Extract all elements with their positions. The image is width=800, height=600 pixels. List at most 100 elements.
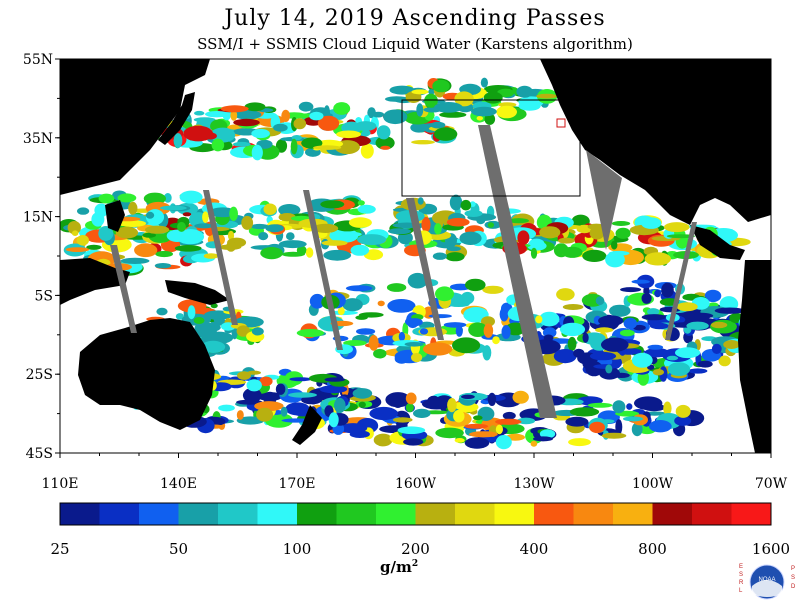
- cloud-blob: [416, 103, 424, 117]
- cloud-blob: [187, 305, 196, 320]
- page-title: July 14, 2019 Ascending Passes: [224, 6, 606, 31]
- cloud-blob: [260, 247, 283, 260]
- colorbar-swatch: [415, 503, 456, 525]
- cloud-blob: [631, 422, 643, 437]
- pass-gap-1: [110, 245, 137, 333]
- cloud-blob: [435, 286, 454, 302]
- cloud-blob: [601, 337, 629, 352]
- colorbar-swatch: [494, 503, 535, 525]
- cloud-blob: [371, 111, 385, 118]
- cloud-blob: [623, 317, 637, 330]
- lat-label: 55N: [23, 52, 53, 68]
- cloud-blob: [434, 127, 458, 141]
- colorbar: 25 50 100 200 400 800 1600: [50, 502, 790, 558]
- cloud-blob: [275, 383, 286, 395]
- cloud-blob: [675, 347, 701, 359]
- cloud-blob: [386, 283, 407, 292]
- cloud-blob: [428, 314, 452, 319]
- cloud-blob: [373, 433, 393, 447]
- cloud-blob: [67, 221, 82, 235]
- cloud-blob: [465, 278, 486, 292]
- cloud-blob: [649, 322, 669, 330]
- cloud-blob: [595, 296, 605, 306]
- cloud-blob: [612, 400, 626, 414]
- colorbar-label: 200: [401, 540, 430, 558]
- cloud-blob: [356, 328, 376, 335]
- cloud-blob: [407, 272, 428, 289]
- colorbar-label: 25: [50, 540, 69, 558]
- pass-gap-2: [203, 190, 238, 325]
- cloud-blob: [605, 364, 613, 374]
- cloud-blob: [280, 406, 288, 417]
- cloud-blob: [218, 404, 235, 412]
- cloud-blob: [428, 89, 435, 95]
- lat-label: 25S: [26, 367, 53, 383]
- region-marker: [556, 118, 566, 128]
- cloud-blob: [375, 136, 395, 150]
- cloud-blob: [232, 141, 251, 147]
- cloud-blob: [345, 285, 373, 292]
- cloud-blob: [156, 307, 168, 316]
- cloud-blob: [674, 415, 692, 426]
- cloud-blob: [256, 407, 274, 422]
- cloud-blob: [98, 226, 114, 241]
- cloud-blob: [666, 355, 679, 361]
- cloud-blob: [539, 311, 560, 327]
- cloud-blob: [286, 232, 295, 241]
- logo-letter: D: [791, 584, 796, 590]
- cloud-blob: [589, 351, 617, 361]
- cloud-blob: [539, 429, 556, 439]
- colorbar-unit: g/m2: [380, 558, 418, 576]
- cloud-blob: [134, 243, 158, 258]
- cloud-blob: [667, 362, 691, 376]
- cloud-blob: [666, 234, 696, 239]
- cloud-blob: [476, 116, 483, 121]
- cloud-blob: [258, 232, 269, 241]
- cloud-blob: [559, 322, 586, 337]
- cloud-blob: [289, 377, 312, 382]
- cloud-blob: [661, 282, 674, 298]
- cloud-blob: [663, 401, 672, 416]
- cloud-blob: [468, 322, 488, 338]
- colorbar-label: 1600: [752, 540, 790, 558]
- cloud-blob: [251, 327, 264, 336]
- cloud-blob: [244, 102, 266, 112]
- cloud-blob: [296, 245, 307, 256]
- cloud-blob: [357, 204, 376, 214]
- cloud-blob: [352, 388, 373, 399]
- cloud-blob: [419, 328, 429, 335]
- cloud-blob: [233, 118, 260, 127]
- cloud-blob: [177, 221, 186, 232]
- logo-letter: S: [791, 575, 795, 581]
- cloud-blob: [611, 240, 618, 250]
- cloud-blob: [452, 337, 481, 354]
- cloud-blob: [288, 392, 317, 398]
- cloud-blob: [434, 102, 463, 113]
- colorbar-swatch: [376, 503, 416, 525]
- cloud-blob: [481, 316, 495, 327]
- logo-letter: P: [791, 566, 795, 572]
- colorbar-swatch: [139, 503, 179, 525]
- cloud-blob: [385, 96, 409, 102]
- cloud-blob: [641, 314, 667, 321]
- cloud-blob: [323, 249, 352, 261]
- cloud-blob: [654, 289, 661, 298]
- cloud-blob: [354, 121, 377, 131]
- cloud-blob: [273, 123, 288, 132]
- unit-exponent: 2: [411, 559, 419, 569]
- cloud-blob: [495, 418, 522, 425]
- cloud-blob: [487, 392, 497, 406]
- cloud-blob: [530, 440, 538, 447]
- cloud-blob: [567, 336, 577, 351]
- cloud-blob: [278, 240, 307, 249]
- cloud-blob: [587, 223, 606, 230]
- cloud-blob: [128, 201, 138, 215]
- cloud-blob: [611, 221, 631, 226]
- cloud-blob: [647, 308, 660, 316]
- cloud-blob: [179, 190, 203, 204]
- cloud-blob: [495, 424, 503, 435]
- cloud-blob: [686, 321, 709, 330]
- cloud-blob: [320, 200, 345, 209]
- cloud-blob: [517, 230, 530, 245]
- colorbar-swatch: [455, 503, 495, 525]
